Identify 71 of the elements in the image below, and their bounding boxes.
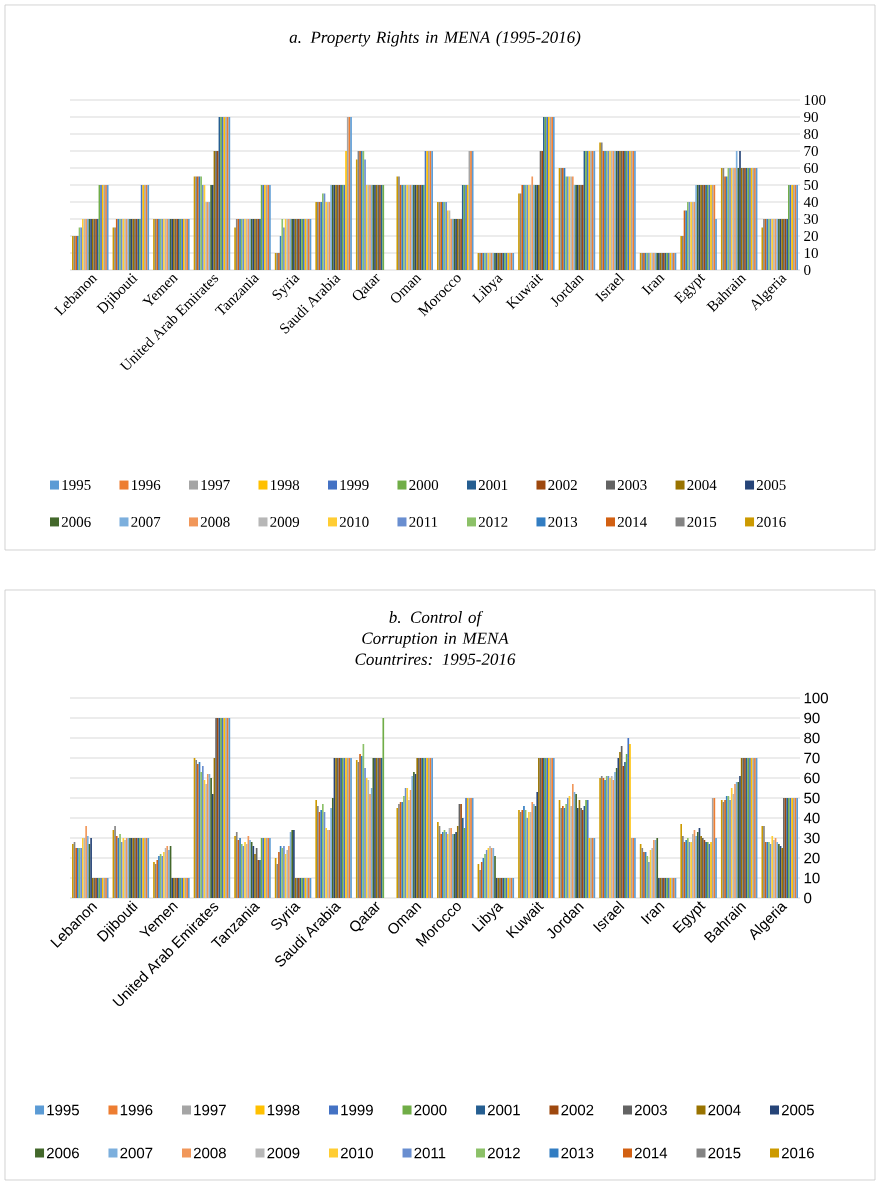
legend-label: 1997 xyxy=(194,1104,226,1116)
y-tick-label: 60 xyxy=(804,772,820,784)
y-tick-label: 60 xyxy=(804,162,818,174)
legend-label: 2002 xyxy=(561,1104,594,1116)
y-tick-label: 10 xyxy=(804,247,818,259)
legend-label: 2012 xyxy=(478,516,508,527)
y-tick-label: 80 xyxy=(804,732,820,744)
y-tick-label: 90 xyxy=(804,712,820,724)
y-tick-label: 30 xyxy=(804,213,818,225)
legend-label: 2009 xyxy=(267,1147,300,1159)
legend-label: 2001 xyxy=(487,1104,520,1116)
legend-label: 2000 xyxy=(414,1104,447,1116)
y-tick-label: 0 xyxy=(804,892,812,904)
y-tick-label: 70 xyxy=(804,752,820,764)
y-tick-label: 80 xyxy=(804,128,818,140)
legend-label: 2011 xyxy=(414,1147,446,1159)
legend-label: 2006 xyxy=(46,1147,79,1159)
y-tick-label: 100 xyxy=(804,692,828,704)
y-tick-label: 50 xyxy=(804,179,818,191)
legend-label: 2005 xyxy=(781,1104,814,1116)
legend-label: 1999 xyxy=(340,480,369,491)
legend-label: 1995 xyxy=(47,1104,79,1116)
legend-label: 2006 xyxy=(61,516,91,527)
legend-label: 1998 xyxy=(271,479,300,491)
legend-label: 2004 xyxy=(687,479,717,491)
legend-label: 1996 xyxy=(120,1104,153,1116)
legend-label: 2000 xyxy=(409,479,439,491)
legend-label: 2002 xyxy=(548,479,577,491)
y-tick-label: 40 xyxy=(803,196,818,208)
legend-label: 2004 xyxy=(708,1104,741,1116)
legend-label: 2001 xyxy=(478,479,508,491)
legend-label: 2011 xyxy=(409,516,438,527)
legend-label: 1997 xyxy=(201,480,230,491)
y-tick-label: 70 xyxy=(804,145,818,157)
y-tick-label: 20 xyxy=(804,852,820,864)
y-tick-label: 50 xyxy=(804,792,820,804)
legend-label: 2016 xyxy=(756,516,786,527)
legend-label: 2010 xyxy=(340,1147,373,1159)
legend-label: 1996 xyxy=(132,480,161,491)
legend-label: 1998 xyxy=(267,1104,300,1116)
x-tick-label: Iran xyxy=(641,275,665,296)
legend-label: 2003 xyxy=(617,479,647,491)
y-tick-label: 20 xyxy=(804,230,818,242)
legend-label: 1999 xyxy=(341,1104,373,1116)
legend-label: 2015 xyxy=(708,1147,741,1159)
legend-label: 2010 xyxy=(339,516,369,527)
y-tick-label: 90 xyxy=(804,111,818,123)
legend-label: 2005 xyxy=(756,479,786,491)
chart-title: a. Property Rights in MENA (1995-2016) xyxy=(289,31,581,47)
x-tick-label: Syria xyxy=(272,275,300,301)
chart-title: b. Control of Corruption in MENA Countrires: 1995-2016 xyxy=(355,610,516,666)
legend-label: 2008 xyxy=(200,516,230,527)
y-tick-label: 10 xyxy=(804,872,820,884)
legend-label: 2013 xyxy=(548,516,578,527)
legend-label: 2007 xyxy=(120,1147,153,1159)
legend-label: 2013 xyxy=(561,1147,594,1159)
y-tick-label: 40 xyxy=(803,812,820,824)
legend-label: 2003 xyxy=(634,1104,667,1116)
legend-label: 2014 xyxy=(634,1147,668,1159)
legend-label: 2012 xyxy=(487,1147,520,1159)
legend-label: 2008 xyxy=(193,1147,226,1159)
legend-label: 2016 xyxy=(781,1147,814,1159)
y-tick-label: 100 xyxy=(804,94,826,106)
y-tick-label: 30 xyxy=(804,832,820,844)
legend-label: 2009 xyxy=(270,516,300,527)
legend-label: 2014 xyxy=(617,516,647,527)
legend-label: 2015 xyxy=(687,516,717,527)
legend-label: 2007 xyxy=(131,516,161,527)
y-tick-label: 0 xyxy=(804,264,811,276)
legend-label: 1995 xyxy=(62,480,91,491)
x-tick-label: Iran xyxy=(640,902,665,925)
